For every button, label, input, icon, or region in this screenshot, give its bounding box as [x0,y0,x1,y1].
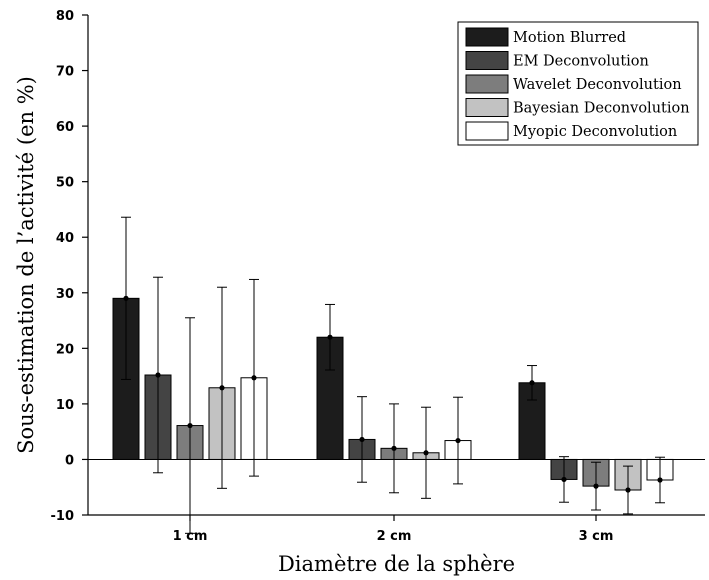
y-tick-label: 20 [56,342,74,357]
bars-layer [112,297,674,491]
legend-swatch [465,121,509,141]
y-tick-label: 80 [56,9,74,24]
error-bars-layer [121,216,665,534]
mean-point [219,385,225,391]
legend-label: Bayesian Deconvolution [513,101,690,117]
legend-swatch [465,74,509,94]
mean-point [593,483,599,489]
y-tick-label: 0 [65,453,74,468]
x-axis-title: Diamètre de la sphère [278,552,515,576]
y-axis-title: Sous-estimation de l’activité (en %) [14,76,38,454]
legend-swatch [465,98,509,117]
y-tick-label: 50 [56,176,74,191]
legend: Motion Blurred EM Deconvolution Wavelet De… [457,21,699,146]
mean-point [251,375,257,381]
x-tick-label: 1 cm [173,529,208,544]
mean-point [391,445,397,451]
legend-swatch [465,27,509,47]
x-tick-label: 2 cm [377,529,412,544]
legend-label: EM Deconvolution [513,54,649,70]
mean-point [187,422,193,429]
legend-label: Myopic Deconvolution [513,124,677,140]
mean-point [423,450,429,456]
x-tick-label: 3 cm [579,529,614,544]
mean-point [657,477,663,483]
legend-label: Wavelet Deconvolution [513,77,682,93]
y-tick-label: 70 [56,65,74,80]
mean-point [155,372,161,378]
legend-label: Motion Blurred [513,30,626,46]
mean-point [561,476,567,483]
mean-point [359,436,365,443]
mean-point [327,334,333,340]
y-tick-label: 60 [56,120,74,135]
legend-swatch [465,51,509,70]
mean-point [123,295,129,301]
axes-layer: -10 0 10 20 30 40 50 60 70 80 1 cm 2 cm 3 cm [51,9,705,544]
y-tick-label: 10 [56,398,74,413]
y-tick-label: 30 [56,287,74,302]
y-tick-label: -10 [51,509,75,524]
mean-point [455,437,461,444]
y-tick-label: 40 [56,231,74,246]
mean-point [625,487,631,493]
mean-point [529,380,535,386]
